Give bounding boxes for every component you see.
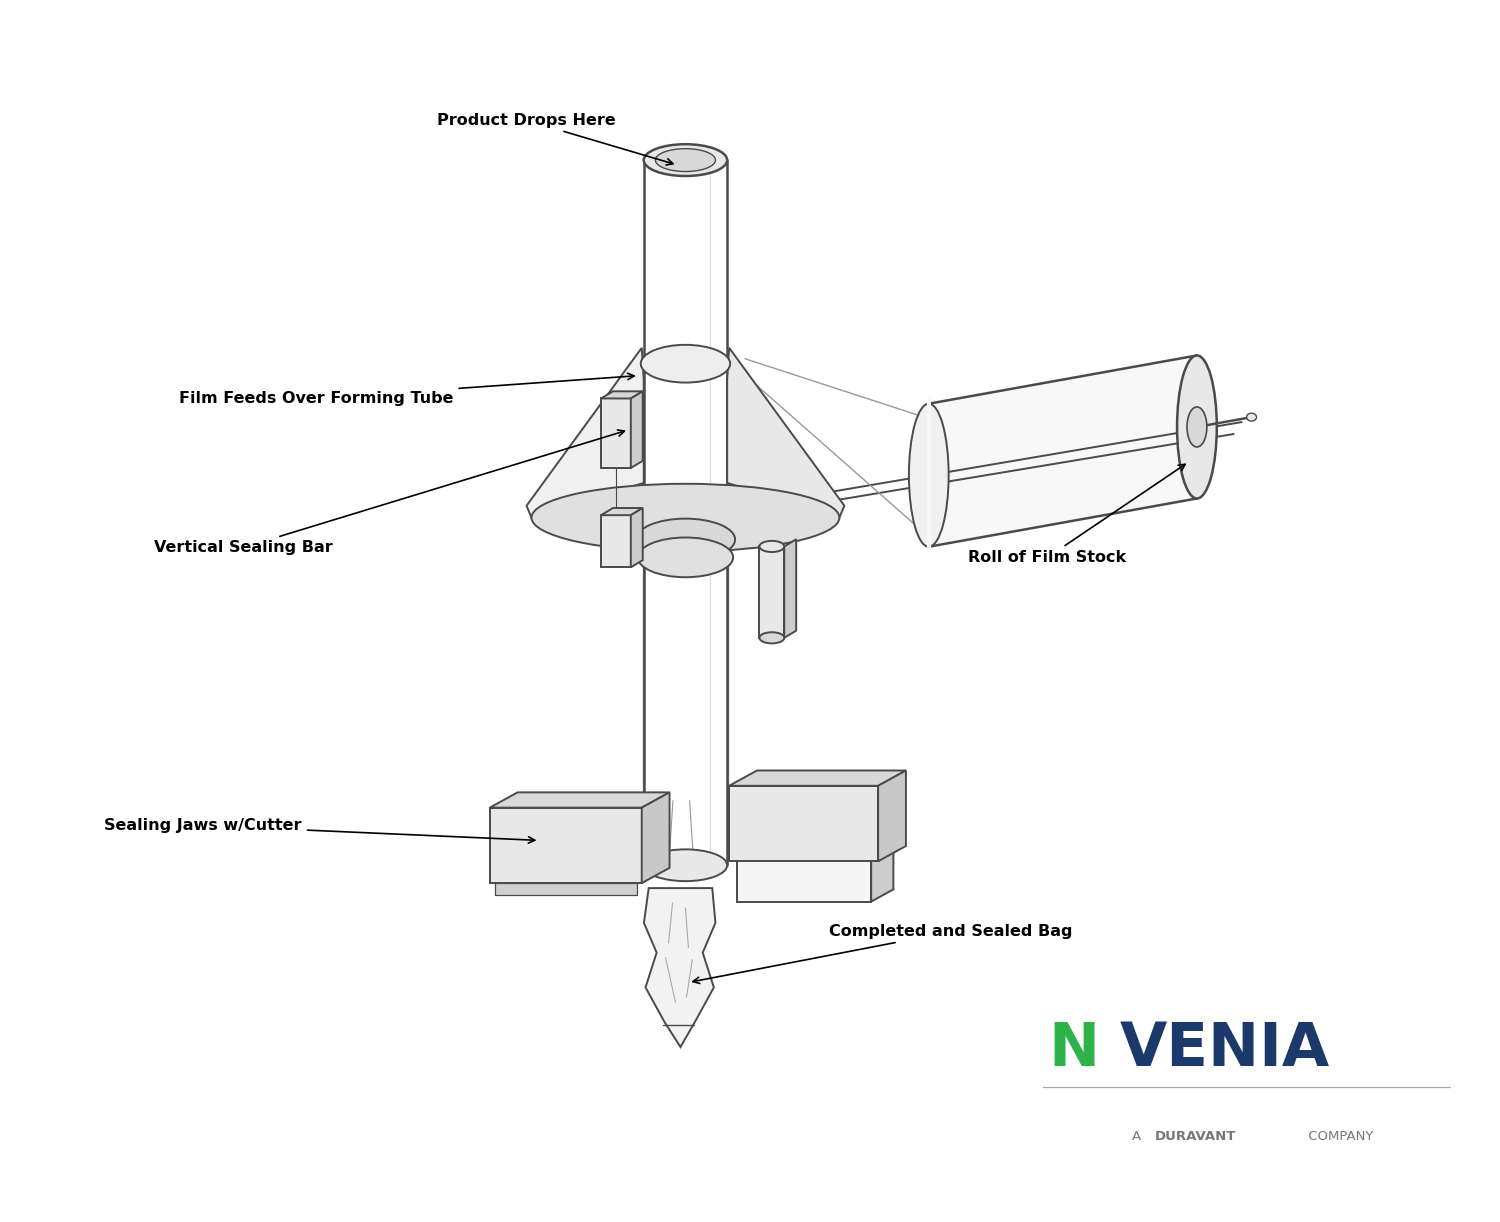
Polygon shape — [495, 884, 638, 895]
Polygon shape — [644, 160, 728, 865]
Polygon shape — [526, 348, 644, 518]
Text: Vertical Sealing Bar: Vertical Sealing Bar — [154, 430, 624, 555]
Text: VENIA: VENIA — [1119, 1020, 1329, 1079]
Ellipse shape — [638, 538, 734, 577]
Ellipse shape — [1246, 413, 1257, 422]
Ellipse shape — [1178, 356, 1216, 499]
Text: A: A — [1132, 1130, 1146, 1144]
Ellipse shape — [640, 345, 730, 382]
Text: COMPANY: COMPANY — [1304, 1130, 1374, 1144]
Polygon shape — [736, 849, 872, 902]
Polygon shape — [928, 356, 1197, 546]
Ellipse shape — [909, 403, 948, 546]
Text: N: N — [1048, 1020, 1100, 1079]
Ellipse shape — [1186, 407, 1208, 447]
Polygon shape — [728, 348, 844, 518]
Polygon shape — [878, 771, 906, 862]
Bar — [759, 546, 784, 638]
Polygon shape — [490, 792, 669, 808]
Polygon shape — [490, 808, 642, 884]
Polygon shape — [602, 508, 642, 516]
Text: Product Drops Here: Product Drops Here — [436, 112, 674, 165]
Polygon shape — [736, 837, 894, 849]
Polygon shape — [602, 398, 632, 468]
Ellipse shape — [759, 541, 784, 552]
Polygon shape — [871, 837, 894, 902]
Polygon shape — [602, 516, 632, 567]
Ellipse shape — [636, 518, 735, 561]
Ellipse shape — [656, 149, 716, 171]
Text: Sealing Jaws w/Cutter: Sealing Jaws w/Cutter — [105, 818, 536, 843]
Text: Roll of Film Stock: Roll of Film Stock — [969, 464, 1185, 565]
Ellipse shape — [644, 849, 728, 881]
Polygon shape — [784, 539, 796, 638]
Ellipse shape — [759, 632, 784, 644]
Polygon shape — [729, 786, 878, 862]
Polygon shape — [632, 391, 642, 468]
Text: Completed and Sealed Bag: Completed and Sealed Bag — [693, 924, 1072, 984]
Polygon shape — [928, 398, 930, 551]
Polygon shape — [729, 771, 906, 786]
Text: Film Feeds Over Forming Tube: Film Feeds Over Forming Tube — [178, 373, 634, 406]
Polygon shape — [632, 508, 642, 567]
Polygon shape — [602, 391, 642, 398]
Text: DURAVANT: DURAVANT — [1155, 1130, 1236, 1144]
Polygon shape — [644, 888, 716, 1047]
Polygon shape — [642, 792, 669, 884]
Ellipse shape — [531, 484, 840, 551]
Ellipse shape — [644, 144, 728, 176]
